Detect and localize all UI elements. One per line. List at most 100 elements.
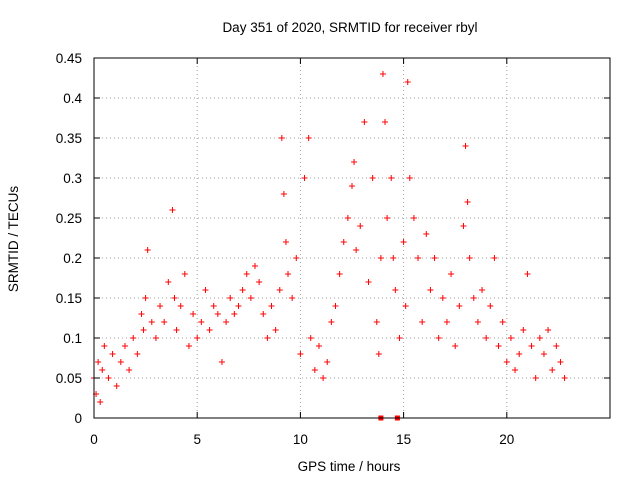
data-point: [349, 183, 355, 189]
data-point: [280, 191, 287, 197]
data-point: [272, 327, 279, 333]
data-point: [285, 271, 292, 277]
data-point: [117, 359, 124, 365]
y-tick-label: 0.45: [56, 51, 82, 66]
data-point: [404, 79, 411, 85]
data-point: [134, 351, 141, 357]
data-point: [218, 359, 225, 365]
data-point: [177, 303, 184, 309]
data-point: [235, 303, 242, 309]
data-point: [520, 327, 527, 333]
x-tick-label: 0: [90, 432, 98, 447]
data-point: [452, 343, 459, 349]
data-point: [536, 335, 543, 341]
data-point: [227, 295, 234, 301]
data-point: [260, 311, 267, 317]
y-tick-label: 0.4: [63, 91, 82, 106]
data-point: [528, 343, 535, 349]
data-point: [545, 327, 552, 333]
data-point: [402, 303, 409, 309]
data-point: [161, 319, 168, 325]
data-point: [483, 335, 490, 341]
data-point: [105, 375, 112, 381]
data-point: [251, 263, 258, 269]
data-point: [214, 311, 221, 317]
data-point: [144, 247, 151, 253]
y-tick-label: 0.1: [63, 331, 82, 346]
axis-ticks: [93, 57, 610, 419]
data-point: [390, 255, 397, 261]
data-point: [495, 343, 502, 349]
y-tick-label: 0.25: [56, 211, 82, 226]
data-point: [99, 367, 106, 373]
data-point: [113, 383, 120, 389]
data-point: [97, 399, 104, 405]
data-point: [532, 375, 539, 381]
data-point: [278, 135, 285, 141]
data-point: [239, 287, 246, 293]
y-tick-label: 0: [74, 411, 82, 426]
data-point: [423, 231, 430, 237]
data-point: [95, 359, 102, 365]
data-point: [375, 351, 382, 357]
data-point: [466, 255, 473, 261]
data-point: [415, 255, 422, 261]
data-point: [435, 335, 442, 341]
data-point: [264, 335, 271, 341]
data-point: [396, 335, 403, 341]
data-point: [507, 335, 514, 341]
grid-lines: [94, 58, 610, 418]
x-tick-labels: 0 5 10 15 20: [90, 432, 514, 447]
data-point: [400, 239, 407, 245]
data-point: [379, 71, 386, 77]
data-point: [377, 255, 384, 261]
data-point: [282, 239, 289, 245]
data-point: [431, 255, 438, 261]
data-point: [524, 271, 531, 277]
data-point: [324, 359, 331, 365]
data-point: [140, 327, 147, 333]
data-point: [276, 287, 283, 293]
data-point: [512, 367, 519, 373]
data-point: [557, 359, 564, 365]
x-tick-label: 20: [499, 432, 514, 447]
data-point: [336, 271, 343, 277]
data-point: [311, 367, 318, 373]
data-point: [373, 319, 380, 325]
data-point: [126, 367, 133, 373]
x-axis-label: GPS time / hours: [298, 459, 401, 474]
data-point: [561, 375, 568, 381]
data-point: [410, 215, 417, 221]
data-point: [202, 287, 209, 293]
data-point: [210, 303, 217, 309]
y-tick-labels: 0 0.05 0.1 0.15 0.2 0.25 0.3 0.35 0.4 0.45: [56, 51, 83, 426]
data-point: [206, 327, 213, 333]
data-point: [181, 271, 188, 277]
data-point: [293, 255, 300, 261]
data-point: [297, 351, 304, 357]
data-point: [357, 223, 364, 229]
data-point: [305, 135, 312, 141]
data-point: [332, 303, 339, 309]
data-point: [384, 215, 391, 221]
data-point: [152, 335, 159, 341]
data-point: [268, 303, 275, 309]
data-point: [456, 303, 463, 309]
data-point: [406, 175, 413, 181]
data-point: [353, 247, 360, 253]
data-point: [101, 343, 108, 349]
data-point: [171, 295, 178, 301]
data-point: [194, 335, 201, 341]
data-point: [165, 279, 172, 285]
data-point: [307, 335, 314, 341]
chart-title: Day 351 of 2020, SRMTID for receiver rby…: [222, 20, 477, 35]
data-point: [243, 271, 250, 277]
data-point: [470, 295, 477, 301]
data-point: [138, 311, 145, 317]
data-point: [448, 271, 455, 277]
data-point: [340, 239, 347, 245]
data-point: [320, 375, 327, 381]
data-point: [256, 279, 263, 285]
